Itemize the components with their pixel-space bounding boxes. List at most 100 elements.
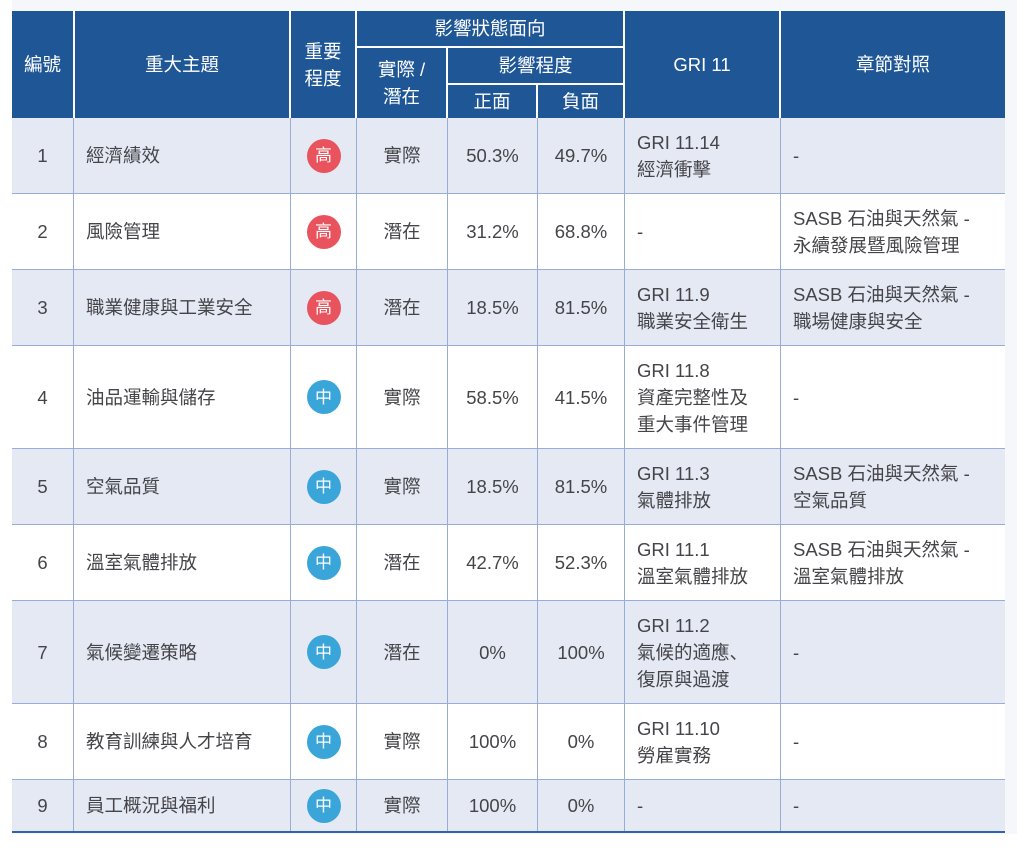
table-header: 編號 重大主題 重要程度 影響狀態面向 實際 / 潛在 影響程度 正面 負面 G… [12,11,1005,118]
gri-lines: GRI 11.9 職業安全衛生 [637,283,749,332]
header-cell-impact-degree-group: 影響程度 [448,48,623,83]
materiality-table: 編號 重大主題 重要程度 影響狀態面向 實際 / 潛在 影響程度 正面 負面 G… [12,11,1005,833]
importance-badge: 高 [306,290,341,325]
header-cell-gri: GRI 11 [625,11,779,118]
cell-negative-percent: 81.5% [538,449,624,524]
cell-row-number: 6 [12,525,73,600]
cell-positive-percent: 50.3% [448,118,537,193]
cell-topic: 職業健康與工業安全 [74,270,290,345]
cell-row-number: 8 [12,704,73,779]
cell-topic: 教育訓練與人才培育 [74,704,290,779]
importance-badge: 中 [306,724,341,759]
cell-row-number: 2 [12,194,73,269]
chapter-lines: SASB 石油與天然氣 - 溫室氣體排放 [793,538,970,587]
header-cell-id: 編號 [12,11,73,118]
header-cell-actual-potential: 實際 / 潛在 [357,48,446,118]
header-cell-importance: 重要程度 [291,11,355,118]
header-cell-chapter: 章節對照 [781,11,1005,118]
gri-lines: GRI 11.14 經濟衝擊 [637,131,720,180]
header-cell-topic: 重大主題 [75,11,289,118]
cell-chapter: - [781,118,1005,193]
header-actual-potential-line2: 潛在 [382,86,420,107]
cell-gri: GRI 11.14 經濟衝擊 [625,118,780,193]
gri-lines: GRI 11.1 溫室氣體排放 [637,538,749,587]
cell-negative-percent: 49.7% [538,118,624,193]
importance-badge: 中 [306,380,341,414]
gri-lines: GRI 11.3 氣體排放 [637,462,712,511]
cell-positive-percent: 100% [448,704,537,779]
gri-lines: GRI 11.2 氣候的適應、 復原與過渡 [637,614,749,690]
importance-badge: 高 [306,138,341,173]
cell-row-number: 9 [12,780,73,831]
chapter-lines: - [793,731,800,752]
cell-chapter: SASB 石油與天然氣 - 空氣品質 [781,449,1005,524]
cell-gri: GRI 11.2 氣候的適應、 復原與過渡 [625,601,780,703]
cell-chapter: SASB 石油與天然氣 - 溫室氣體排放 [781,525,1005,600]
cell-positive-percent: 31.2% [448,194,537,269]
cell-topic: 經濟績效 [74,118,290,193]
header-cell-positive: 正面 [448,85,536,118]
chapter-lines: - [793,145,800,166]
cell-actual-potential: 潛在 [357,525,447,600]
cell-negative-percent: 100% [538,601,624,703]
cell-chapter: SASB 石油與天然氣 - 永續發展暨風險管理 [781,194,1005,269]
cell-gri: GRI 11.10 勞雇實務 [625,704,780,779]
cell-row-number: 4 [12,346,73,448]
cell-negative-percent: 81.5% [538,270,624,345]
chapter-lines: SASB 石油與天然氣 - 空氣品質 [793,462,970,511]
cell-row-number: 3 [12,270,73,345]
cell-positive-percent: 18.5% [448,270,537,345]
cell-negative-percent: 0% [538,704,624,779]
cell-gri: GRI 11.9 職業安全衛生 [625,270,780,345]
header-cell-negative: 負面 [538,85,623,118]
cell-row-number: 1 [12,118,73,193]
cell-positive-percent: 100% [448,780,537,831]
chapter-lines: SASB 石油與天然氣 - 職場健康與安全 [793,283,970,332]
cell-chapter: - [781,346,1005,448]
cell-chapter: - [781,704,1005,779]
cell-gri: - [625,780,780,831]
importance-badge: 中 [306,788,341,823]
cell-topic: 氣候變遷策略 [74,601,290,703]
chapter-lines: - [793,641,800,663]
cell-row-number: 7 [12,601,73,703]
cell-importance: 中 [291,449,356,524]
importance-badge: 中 [306,469,341,504]
cell-importance: 中 [291,601,356,703]
cell-importance: 高 [291,118,356,193]
gri-lines: - [637,221,644,242]
gri-lines: GRI 11.10 勞雇實務 [637,717,720,766]
gri-lines: GRI 11.8 資產完整性及 重大事件管理 [637,359,749,435]
importance-badge: 中 [306,545,341,580]
header-cell-impact-status-group: 影響狀態面向 [357,11,623,46]
cell-actual-potential: 實際 [357,704,447,779]
table-body: 1 經濟績效 高 實際 50.3% 49.7% GRI 11.14 經濟衝擊 - 2 風險… [12,118,1005,831]
cell-negative-percent: 52.3% [538,525,624,600]
cell-topic: 員工概況與福利 [74,780,290,831]
cell-negative-percent: 68.8% [538,194,624,269]
cell-row-number: 5 [12,449,73,524]
cell-gri: GRI 11.8 資產完整性及 重大事件管理 [625,346,780,448]
cell-actual-potential: 實際 [357,780,447,831]
cell-gri: GRI 11.3 氣體排放 [625,449,780,524]
cell-topic: 空氣品質 [74,449,290,524]
chapter-lines: SASB 石油與天然氣 - 永續發展暨風險管理 [793,207,970,256]
cell-chapter: - [781,780,1005,831]
cell-topic: 溫室氣體排放 [74,525,290,600]
cell-actual-potential: 實際 [357,346,447,448]
cell-chapter: - [781,601,1005,703]
cell-actual-potential: 潛在 [357,270,447,345]
importance-badge: 中 [306,635,341,669]
cell-positive-percent: 18.5% [448,449,537,524]
cell-importance: 中 [291,525,356,600]
cell-importance: 高 [291,270,356,345]
cell-topic: 風險管理 [74,194,290,269]
cell-negative-percent: 41.5% [538,346,624,448]
chapter-lines: - [793,386,800,408]
cell-negative-percent: 0% [538,780,624,831]
cell-positive-percent: 42.7% [448,525,537,600]
cell-importance: 高 [291,194,356,269]
cell-chapter: SASB 石油與天然氣 - 職場健康與安全 [781,270,1005,345]
cell-actual-potential: 潛在 [357,601,447,703]
